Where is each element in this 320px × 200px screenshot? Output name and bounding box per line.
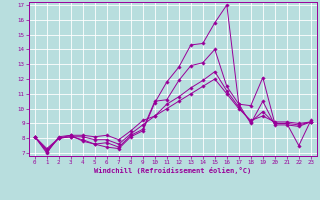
X-axis label: Windchill (Refroidissement éolien,°C): Windchill (Refroidissement éolien,°C) — [94, 167, 252, 174]
